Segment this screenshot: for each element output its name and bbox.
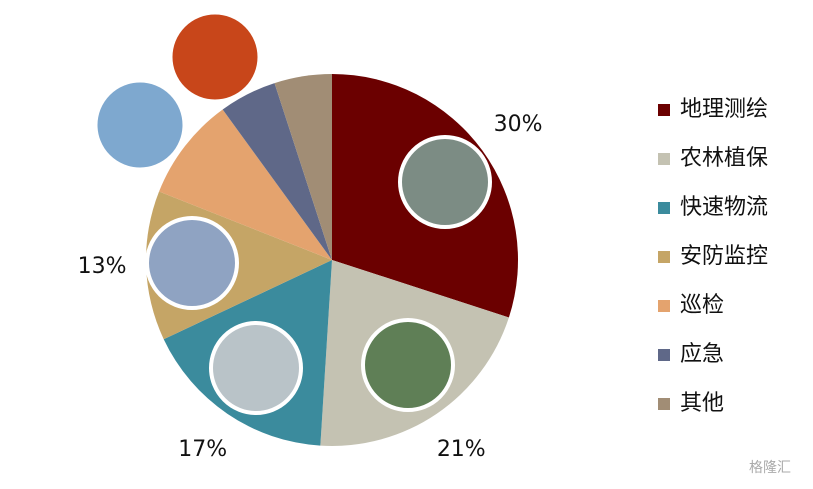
photo-map (398, 135, 492, 229)
legend-label: 巡检 (680, 293, 724, 318)
data-label: 13% (78, 254, 127, 279)
photos-inner (145, 135, 492, 415)
photo-spray (361, 318, 455, 412)
legend-swatch (658, 300, 670, 312)
data-label: 30% (494, 112, 543, 137)
legend-label: 安防监控 (680, 244, 768, 269)
legend-swatch (658, 251, 670, 263)
legend-label: 农林植保 (680, 146, 768, 171)
photo-police (145, 216, 239, 310)
pie-slice (274, 74, 332, 260)
data-label: 17% (178, 437, 227, 462)
data-label: 21% (437, 437, 486, 462)
legend-label: 快速物流 (680, 195, 768, 220)
photos (94, 11, 261, 171)
legend-swatch (658, 398, 670, 410)
photo-fire (169, 11, 261, 103)
pie-slice (222, 83, 332, 260)
legend-swatch (658, 153, 670, 165)
photo-powerline (94, 79, 186, 171)
legend-label: 其他 (680, 391, 724, 416)
legend-swatch (658, 104, 670, 116)
legend-label: 应急 (680, 342, 724, 367)
legend-swatch (658, 349, 670, 361)
watermark: 格隆汇 (749, 460, 791, 476)
legend-swatch (658, 202, 670, 214)
legend-label: 地理测绘 (680, 97, 768, 122)
pie-slice (159, 109, 332, 260)
photo-delivery (209, 321, 303, 415)
